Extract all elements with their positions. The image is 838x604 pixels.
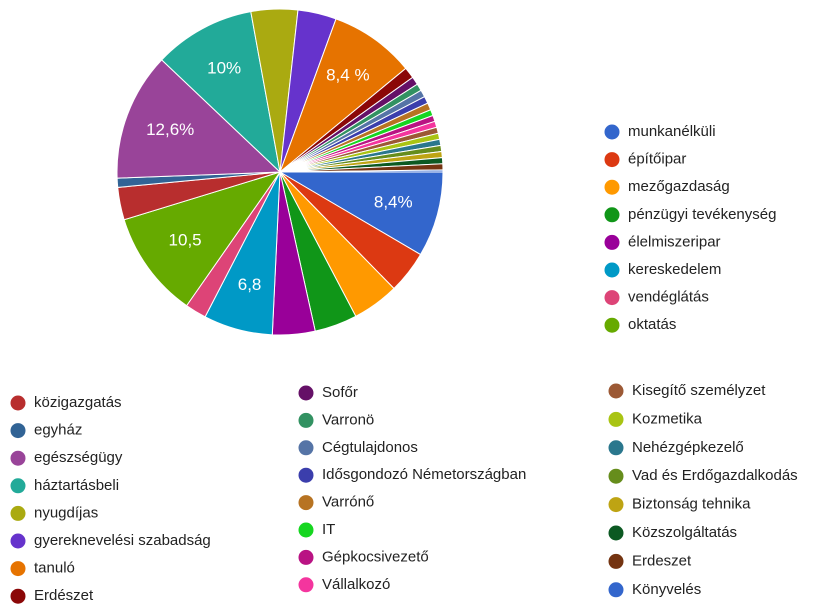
legend-label: Varrónő xyxy=(322,494,374,511)
legend-label: tanuló xyxy=(34,560,75,577)
legend-swatch xyxy=(10,478,26,494)
legend-label: Vad és Erdőgazdalkodás xyxy=(632,467,798,484)
legend-label: Biztonság tehnika xyxy=(632,496,751,513)
legend-label: vendéglátás xyxy=(628,289,709,306)
legend-label: nyugdíjas xyxy=(34,504,98,521)
legend-swatch xyxy=(10,505,26,521)
legend-swatch xyxy=(608,553,624,569)
legend-swatch xyxy=(10,423,26,439)
pie-slice xyxy=(278,18,407,174)
legend-swatch xyxy=(608,440,624,456)
legend-label: közigazgatás xyxy=(34,394,122,411)
legend-label: Nehézgépkezelő xyxy=(632,439,744,456)
legend-label: Varronö xyxy=(322,411,374,428)
legend-label: IT xyxy=(322,521,335,538)
legend-label: Sofőr xyxy=(322,384,358,401)
slice-label: 8,4% xyxy=(374,192,413,211)
legend-swatch xyxy=(604,234,620,250)
legend-label: Kozmetika xyxy=(632,410,703,427)
legend-label: építőipar xyxy=(628,151,686,168)
legend-swatch xyxy=(298,549,314,565)
slice-label: 8,4 % xyxy=(326,66,369,85)
legend-swatch xyxy=(10,561,26,577)
legend-swatch xyxy=(10,450,26,466)
legend-label: Erdészet xyxy=(34,587,94,604)
legend-label: Idősgondozó Németországban xyxy=(322,466,526,483)
legend-label: mezőgazdaság xyxy=(628,178,730,195)
slice-label: 12,6% xyxy=(146,120,194,139)
pie-slice xyxy=(279,169,444,173)
legend-swatch xyxy=(298,577,314,593)
slice-label: 10% xyxy=(207,58,241,77)
legend-label: élelmiszeripar xyxy=(628,233,721,250)
legend-label: Közszolgáltatás xyxy=(632,524,737,541)
legend-swatch xyxy=(604,207,620,223)
legend-swatch xyxy=(10,588,26,604)
legend-swatch xyxy=(298,440,314,456)
legend-swatch xyxy=(10,395,26,411)
legend-label: kereskedelem xyxy=(628,261,721,278)
legend-label: pénzügyi tevékenység xyxy=(628,206,776,223)
legend-swatch xyxy=(298,495,314,511)
legend-label: egészségügy xyxy=(34,449,123,466)
legend-swatch xyxy=(604,152,620,168)
pie-slice xyxy=(116,59,282,179)
legend-swatch xyxy=(604,290,620,306)
slice-label: 10,5 xyxy=(169,231,202,250)
legend-swatch xyxy=(604,124,620,140)
legend-label: oktatás xyxy=(628,316,676,333)
legend-label: Vállalkozó xyxy=(322,576,390,593)
legend-label: egyház xyxy=(34,422,82,439)
legend-swatch xyxy=(10,533,26,549)
legend-swatch xyxy=(608,525,624,541)
legend-label: Könyvelés xyxy=(632,581,701,598)
legend-swatch xyxy=(608,383,624,399)
legend-label: Cégtulajdonos xyxy=(322,439,418,456)
legend-swatch xyxy=(608,468,624,484)
legend-label: munkanélküli xyxy=(628,123,716,140)
legend-swatch xyxy=(298,467,314,483)
legend-swatch xyxy=(608,582,624,598)
legend-swatch xyxy=(604,179,620,195)
legend-swatch xyxy=(604,317,620,333)
legend-label: Gépkocsivezető xyxy=(322,548,429,565)
legend-label: Erdeszet xyxy=(632,552,692,569)
slice-label: 6,8 xyxy=(238,275,262,294)
pie-slice xyxy=(278,171,444,256)
legend-swatch xyxy=(608,497,624,513)
legend-label: háztartásbeli xyxy=(34,477,119,494)
legend-label: gyereknevelési szabadság xyxy=(34,532,211,549)
pie-slice xyxy=(160,11,281,174)
legend-swatch xyxy=(298,385,314,401)
pie-slice xyxy=(123,171,282,307)
legend-swatch xyxy=(298,522,314,538)
legend-swatch xyxy=(604,262,620,278)
legend-swatch xyxy=(608,411,624,427)
legend-swatch xyxy=(298,412,314,428)
legend-label: Kisegítő személyzet xyxy=(632,382,766,399)
